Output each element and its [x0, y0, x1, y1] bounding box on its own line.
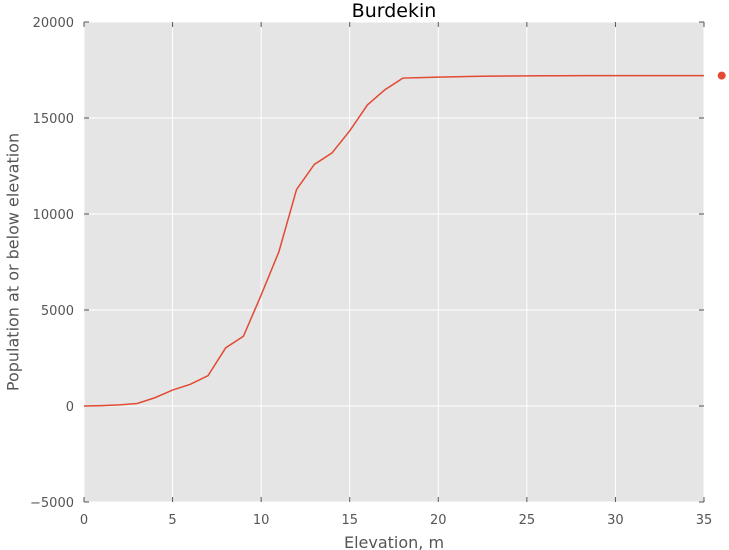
y-tick-label: 20000	[33, 16, 74, 31]
y-tick-label: 10000	[33, 208, 74, 223]
y-axis-ticks: −5000 0 5000 10000 15000 20000	[30, 16, 704, 511]
y-tick-label: −5000	[30, 496, 74, 511]
y-tick-label: 15000	[33, 112, 74, 127]
plot-area	[84, 22, 704, 502]
x-tick-label: 5	[168, 513, 176, 528]
x-tick-label: 15	[341, 513, 358, 528]
x-tick-label: 0	[80, 513, 88, 528]
x-tick-label: 10	[253, 513, 270, 528]
x-axis-label: Elevation, m	[344, 533, 444, 550]
x-tick-label: 30	[607, 513, 624, 528]
x-tick-label: 35	[696, 513, 713, 528]
x-tick-label: 20	[430, 513, 447, 528]
y-tick-label: 5000	[41, 304, 74, 319]
legend-marker	[717, 71, 726, 80]
x-tick-label: 25	[519, 513, 536, 528]
y-tick-label: 0	[66, 400, 74, 415]
y-axis-label: Population at or below elevation	[4, 133, 23, 391]
x-axis-ticks: 0 5 10 15 20 25 30 35	[80, 22, 712, 528]
chart-title: Burdekin	[352, 0, 437, 22]
grid-lines	[83, 21, 705, 503]
series-line	[83, 74, 704, 407]
